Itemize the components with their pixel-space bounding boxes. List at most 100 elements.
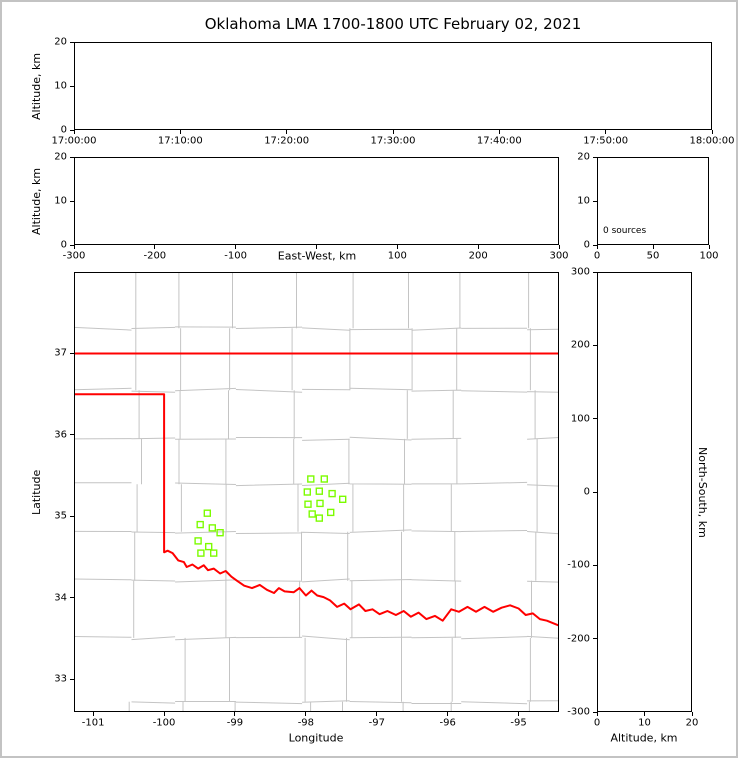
plan-view-xlabel: Longitude [288,731,344,745]
x-tick-label: 0 [593,250,601,262]
x-tick-label: -100 [152,717,176,729]
y-tick-label: 10 [54,80,67,92]
y-tick-label: -100 [567,559,590,571]
lma-station-marker [197,549,205,557]
lma-station-marker [208,524,217,532]
x-tick-label: 17:40:00 [476,135,522,147]
x-tick-label: 17:00:00 [51,135,97,147]
y-tick-label: 100 [570,413,590,425]
x-tick-label: -97 [368,717,385,729]
x-tick-label: -96 [439,717,456,729]
x-tick-mark [286,130,288,134]
y-tick-mark [593,418,597,420]
y-tick-mark [593,271,597,273]
y-tick-label: 35 [54,510,67,522]
x-tick-label: -100 [224,250,248,262]
y-tick-label: 0 [60,124,67,136]
y-tick-mark [593,491,597,493]
x-tick-label: 200 [468,250,488,262]
lma-station-marker [315,487,324,495]
x-tick-label: 10 [638,717,651,729]
y-tick-mark [70,129,74,131]
lma-station-marker [203,509,212,517]
lma-station-marker [326,508,335,517]
y-tick-mark [70,85,74,87]
county-boundaries [74,272,559,712]
x-tick-mark [605,130,607,134]
x-tick-mark [518,712,520,716]
lma-station-marker [194,537,202,545]
figure-title: Oklahoma LMA 1700-1800 UTC February 02, … [204,15,582,33]
ew-height-panel [74,157,559,245]
y-tick-label: 300 [570,266,590,278]
x-tick-label: 50 [646,250,660,262]
y-tick-label: 36 [54,429,67,441]
x-tick-mark [652,245,654,249]
lma-station-marker [304,500,312,508]
y-tick-mark [593,638,597,640]
x-tick-mark [234,712,236,716]
x-tick-mark [396,245,398,249]
lma-stations-markers [194,475,347,557]
y-tick-mark [70,156,74,158]
y-tick-mark [593,244,597,246]
y-tick-mark [593,344,597,346]
y-tick-mark [70,515,74,517]
lma-station-marker [315,514,324,522]
x-tick-mark [316,245,317,249]
x-tick-mark [477,245,479,249]
y-tick-mark [593,564,597,566]
x-tick-mark [73,245,75,249]
x-tick-mark [708,245,710,249]
x-tick-mark [392,130,394,134]
x-tick-label: 17:50:00 [583,135,629,147]
x-tick-mark [596,245,598,249]
x-tick-mark [711,130,713,134]
x-tick-label: 17:20:00 [264,135,310,147]
y-tick-mark [70,352,74,354]
lma-station-marker [204,542,213,551]
x-tick-label: 100 [387,250,407,262]
x-tick-label: -99 [226,717,244,729]
time-height-panel [74,42,712,130]
y-tick-label: 20 [54,36,67,48]
x-tick-label: -200 [143,250,167,262]
x-tick-mark [447,712,449,716]
lma-station-marker [216,529,224,537]
y-tick-mark [70,41,74,43]
x-tick-mark [644,712,645,716]
y-tick-mark [70,678,74,680]
y-tick-label: 0 [583,486,590,498]
x-tick-label: 17:10:00 [157,135,203,147]
y-tick-label: -300 [567,706,590,718]
y-tick-label: 10 [577,195,590,207]
x-tick-label: -300 [62,250,86,262]
lma-station-marker [308,510,316,518]
y-tick-label: 0 [60,239,67,251]
y-tick-label: 10 [54,195,67,207]
y-tick-mark [593,200,597,202]
x-tick-mark [376,712,378,716]
y-tick-mark [70,597,74,599]
x-tick-mark [558,245,560,249]
x-tick-mark [596,712,598,716]
y-tick-mark [70,244,74,246]
y-tick-mark [593,711,597,713]
oklahoma-panhandle-west-and-red-river [74,393,559,627]
x-tick-label: 17:30:00 [370,135,416,147]
x-tick-mark [498,130,500,134]
lma-station-marker [339,495,347,504]
y-tick-mark [70,200,74,202]
x-tick-label: 0 [593,717,601,729]
x-tick-label: 300 [549,250,569,262]
y-tick-label: 34 [54,592,67,604]
y-tick-label: 0 [583,239,590,251]
y-tick-label: 37 [54,347,67,359]
x-tick-mark [154,245,156,249]
lma-station-marker [209,549,218,557]
ns-height-ylabel: North-South, km [696,446,709,538]
y-tick-label: 200 [570,339,590,351]
lma-station-marker [316,499,324,508]
lma-station-marker [196,520,204,529]
